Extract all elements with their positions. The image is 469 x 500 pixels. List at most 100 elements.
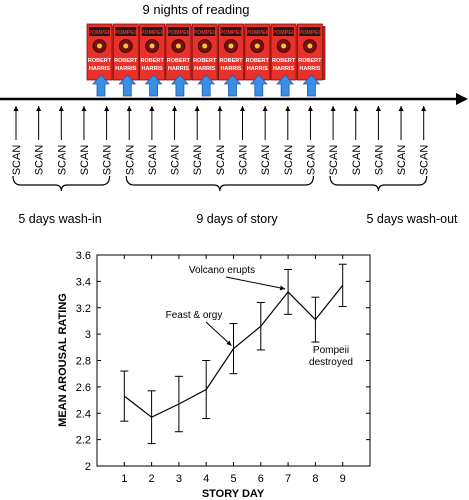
scan-label: SCAN (328, 145, 340, 176)
phase-braces (12, 175, 428, 192)
book-title: POMPEII (246, 30, 269, 36)
book-author-line1: ROBERT (114, 58, 138, 64)
book-author-line2: HARRIS (168, 66, 189, 72)
diagram-title: 9 nights of reading (143, 2, 250, 17)
book-cover: POMPEII ROBERT HARRIS (191, 23, 221, 81)
annotation-pompeii-line1: Pompeii (313, 345, 349, 356)
scan-label: SCAN (170, 145, 182, 176)
book-title: POMPEII (167, 30, 190, 36)
scan-label: SCAN (102, 145, 114, 176)
scan-label: SCAN (192, 145, 204, 176)
scan-label: SCAN (34, 145, 46, 176)
x-tick-label: 9 (340, 473, 346, 485)
y-tick-label: 2.4 (76, 408, 91, 420)
annotations: Feast & orgy Volcano erupts Pompeiidestroy… (166, 265, 353, 368)
scan-label: SCAN (147, 145, 159, 176)
annotation-volcano: Volcano erupts (189, 265, 255, 276)
scan-label: SCAN (351, 145, 363, 176)
book-row: POMPEIIROBERTHARRISPOMPEIIROBERTHARRISPO… (86, 23, 326, 97)
y-tick-label: 2.6 (76, 382, 91, 394)
y-axis: 2 2.2 2.4 2.6 2.8 3 3.2 3.4 3.6 (76, 250, 370, 473)
scan-label: SCAN (124, 145, 136, 176)
x-tick-label: 3 (176, 473, 182, 485)
book-cover: POMPEII ROBERT HARRIS (165, 23, 194, 81)
scan-label: SCAN (373, 145, 385, 176)
book-author-line1: ROBERT (193, 58, 217, 64)
scan-label: SCAN (396, 145, 408, 176)
y-axis-title: MEAN AROUSAL RATING (57, 293, 69, 427)
scan-label: SCAN (305, 145, 317, 176)
x-tick-label: 1 (121, 473, 127, 485)
timeline-arrowhead-icon (456, 93, 468, 105)
book-cover: POMPEII ROBERT HARRIS (112, 23, 142, 81)
book-author-line1: ROBERT (167, 58, 191, 64)
arousal-chart: 2 2.2 2.4 2.6 2.8 3 3.2 3.4 3.6 1 2 3 4 5 6 7 8 9 Feast … (57, 250, 371, 500)
y-tick-label: 3.6 (76, 250, 91, 262)
scan-label: SCAN (215, 145, 227, 176)
blue-up-arrow-icon (118, 74, 137, 97)
phase-label-story: 9 days of story (196, 212, 278, 226)
book-emblem-core-icon (97, 43, 102, 49)
book-emblem-core-icon (281, 43, 287, 49)
scan-label: SCAN (260, 145, 272, 176)
x-axis-title: STORY DAY (202, 488, 265, 500)
book-author-line2: HARRIS (299, 66, 320, 72)
x-tick-label: 2 (149, 473, 155, 485)
book-cover: POMPEII ROBERT HARRIS (218, 23, 247, 81)
annotation-pompeii-line2: destroyed (309, 357, 353, 368)
x-tick-label: 6 (258, 473, 264, 485)
phase-brace (12, 175, 111, 192)
y-tick-label: 3.2 (76, 303, 91, 315)
x-tick-label: 5 (230, 473, 236, 485)
book-emblem-core-icon (175, 43, 181, 49)
book-cover: POMPEII ROBERT HARRIS (296, 23, 326, 81)
book-title: POMPEII (220, 30, 243, 36)
annotation-feast: Feast & orgy (166, 310, 223, 321)
phase-label-wash-out: 5 days wash-out (366, 212, 458, 226)
scan-label: SCAN (419, 145, 431, 176)
book-cover: POMPEII ROBERT HARRIS (270, 23, 300, 81)
book-author-line1: ROBERT (272, 58, 296, 64)
blue-up-arrow-icon (276, 74, 294, 97)
y-tick-label: 2.2 (76, 435, 91, 447)
y-tick-label: 2 (85, 461, 91, 473)
blue-up-arrow-icon (92, 74, 110, 97)
blue-up-arrow-icon (223, 74, 242, 97)
x-tick-label: 8 (312, 473, 318, 485)
blue-up-arrow-icon (197, 74, 216, 97)
phase-brace (329, 175, 428, 192)
series-line (123, 284, 344, 418)
x-tick-label: 4 (203, 473, 209, 485)
scan-label: SCAN (56, 145, 68, 176)
book-title: POMPEII (88, 30, 111, 36)
blue-up-arrow-icon (171, 74, 189, 97)
book-title: POMPEII (114, 30, 137, 36)
book-title: POMPEII (193, 30, 216, 36)
book-emblem-core-icon (307, 43, 313, 49)
book-emblem-core-icon (123, 43, 129, 49)
book-author-line2: HARRIS (247, 66, 268, 72)
phase-brace (125, 175, 315, 192)
blue-up-arrow-icon (249, 74, 268, 97)
book-author-line1: ROBERT (246, 58, 270, 64)
book-author-line1: ROBERT (298, 58, 322, 64)
y-tick-label: 2.8 (76, 356, 91, 368)
book-author-line1: ROBERT (219, 58, 243, 64)
scan-label: SCAN (238, 145, 250, 176)
scan-row: SCAN SCAN SCAN SCAN SCAN SCAN SCAN SCAN SCAN SCAN… (11, 106, 431, 175)
book-author-line2: HARRIS (89, 66, 110, 72)
annotation-arrow (205, 321, 232, 346)
scan-label: SCAN (79, 145, 91, 176)
book-title: POMPEII (141, 30, 164, 36)
book-emblem-core-icon (149, 43, 155, 49)
book-author-line2: HARRIS (273, 66, 294, 72)
scan-label: SCAN (11, 145, 23, 176)
book-author-line2: HARRIS (115, 66, 136, 72)
book-author-line1: ROBERT (140, 58, 164, 64)
book-author-line2: HARRIS (220, 66, 241, 72)
book-author-line1: ROBERT (88, 58, 112, 64)
book-author-line2: HARRIS (194, 66, 215, 72)
book-emblem-core-icon (228, 43, 234, 49)
y-tick-label: 3.4 (76, 276, 91, 288)
